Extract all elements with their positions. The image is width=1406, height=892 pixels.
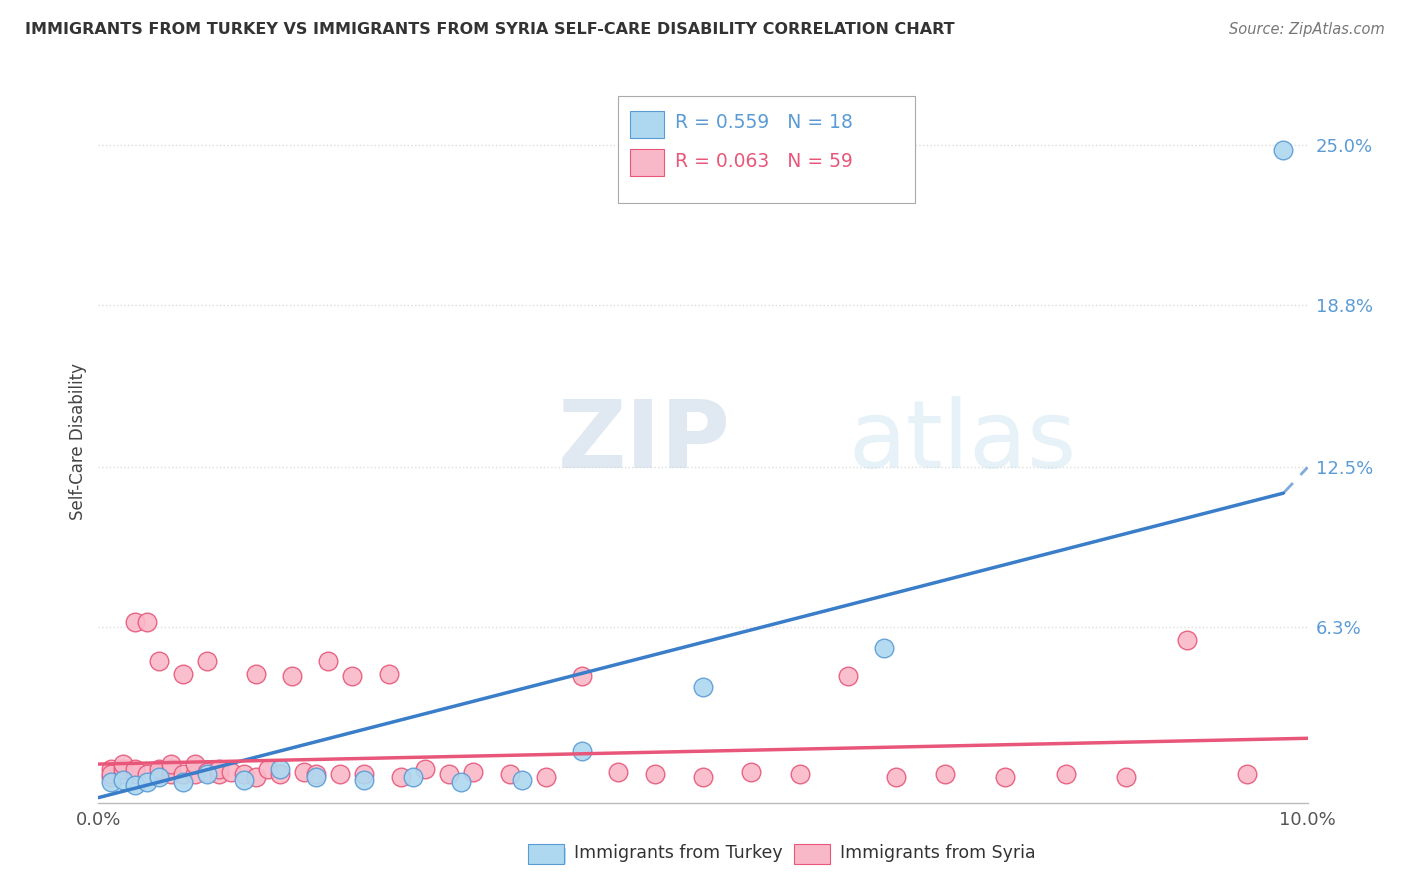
Point bbox=[1272, 143, 1295, 157]
Point bbox=[389, 770, 412, 784]
Point bbox=[100, 767, 122, 781]
Point bbox=[172, 767, 194, 781]
Point bbox=[305, 770, 328, 784]
Point bbox=[172, 775, 194, 789]
Point bbox=[232, 772, 254, 787]
Point bbox=[111, 772, 134, 787]
Point bbox=[498, 767, 520, 781]
Point bbox=[148, 767, 170, 781]
Point bbox=[195, 764, 218, 779]
FancyBboxPatch shape bbox=[619, 96, 915, 203]
Point bbox=[873, 640, 896, 655]
Text: IMMIGRANTS FROM TURKEY VS IMMIGRANTS FROM SYRIA SELF-CARE DISABILITY CORRELATION: IMMIGRANTS FROM TURKEY VS IMMIGRANTS FRO… bbox=[25, 22, 955, 37]
Point bbox=[571, 744, 593, 758]
Point bbox=[316, 654, 339, 668]
Point bbox=[100, 762, 122, 776]
Point bbox=[100, 770, 122, 784]
Point bbox=[208, 767, 231, 781]
Point bbox=[160, 767, 183, 781]
Point bbox=[281, 669, 304, 683]
Point bbox=[692, 680, 714, 694]
Point bbox=[571, 669, 593, 683]
Point bbox=[221, 764, 243, 779]
Point bbox=[148, 770, 170, 784]
Point bbox=[607, 764, 630, 779]
Point bbox=[437, 767, 460, 781]
Point bbox=[740, 764, 762, 779]
Text: ZIP: ZIP bbox=[558, 395, 731, 488]
Point bbox=[450, 775, 472, 789]
Point bbox=[934, 767, 956, 781]
Text: Immigrants from Turkey: Immigrants from Turkey bbox=[574, 845, 782, 863]
Point bbox=[534, 770, 557, 784]
Point bbox=[886, 770, 908, 784]
FancyBboxPatch shape bbox=[630, 111, 664, 138]
Y-axis label: Self-Care Disability: Self-Care Disability bbox=[69, 363, 87, 520]
Point bbox=[172, 666, 194, 681]
Point bbox=[269, 762, 291, 776]
Point bbox=[135, 767, 157, 781]
Point bbox=[100, 775, 122, 789]
Text: Immigrants from Syria: Immigrants from Syria bbox=[839, 845, 1035, 863]
Point bbox=[463, 764, 485, 779]
Point bbox=[124, 767, 146, 781]
Point bbox=[292, 764, 315, 779]
Point bbox=[111, 767, 134, 781]
Point bbox=[184, 757, 207, 772]
Point bbox=[184, 767, 207, 781]
Point bbox=[124, 615, 146, 630]
Point bbox=[245, 666, 267, 681]
Point bbox=[353, 772, 375, 787]
FancyBboxPatch shape bbox=[527, 844, 564, 864]
Point bbox=[124, 778, 146, 792]
Point bbox=[269, 767, 291, 781]
Point bbox=[245, 770, 267, 784]
Point bbox=[1236, 767, 1258, 781]
Point bbox=[1175, 633, 1198, 648]
Point bbox=[160, 757, 183, 772]
Point bbox=[195, 767, 218, 781]
Point bbox=[208, 762, 231, 776]
Point bbox=[413, 762, 436, 776]
Point bbox=[692, 770, 714, 784]
Point bbox=[837, 669, 859, 683]
Text: atlas: atlas bbox=[848, 395, 1077, 488]
Point bbox=[402, 770, 425, 784]
Text: ▪: ▪ bbox=[547, 840, 568, 870]
Point bbox=[135, 615, 157, 630]
Point bbox=[148, 654, 170, 668]
FancyBboxPatch shape bbox=[793, 844, 830, 864]
Point bbox=[1054, 767, 1077, 781]
Point bbox=[329, 767, 352, 781]
Point bbox=[305, 767, 328, 781]
Point bbox=[160, 762, 183, 776]
Point bbox=[195, 654, 218, 668]
Point bbox=[353, 767, 375, 781]
Text: R = 0.063   N = 59: R = 0.063 N = 59 bbox=[675, 153, 853, 171]
Point bbox=[510, 772, 533, 787]
Point bbox=[148, 762, 170, 776]
Point bbox=[994, 770, 1017, 784]
Point bbox=[789, 767, 811, 781]
Point bbox=[377, 666, 399, 681]
Point bbox=[111, 762, 134, 776]
Point bbox=[644, 767, 666, 781]
Point bbox=[232, 767, 254, 781]
Point bbox=[124, 762, 146, 776]
Point bbox=[342, 669, 364, 683]
FancyBboxPatch shape bbox=[630, 149, 664, 177]
Point bbox=[111, 757, 134, 772]
Point bbox=[1115, 770, 1137, 784]
Point bbox=[256, 762, 278, 776]
Text: R = 0.559   N = 18: R = 0.559 N = 18 bbox=[675, 113, 853, 132]
Point bbox=[135, 775, 157, 789]
Text: Source: ZipAtlas.com: Source: ZipAtlas.com bbox=[1229, 22, 1385, 37]
